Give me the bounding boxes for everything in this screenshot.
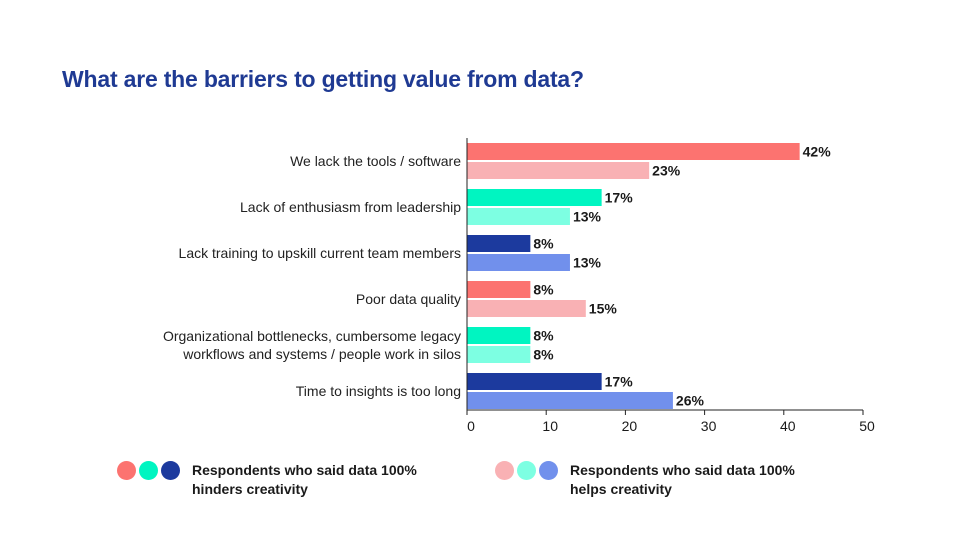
- legend-dot-navy: [161, 461, 180, 480]
- legend-dot-pink: [495, 461, 514, 480]
- category-label-5-line1: Organizational bottlenecks, cumbersome l…: [163, 328, 461, 344]
- value-label-s2-c5: 8%: [533, 347, 554, 363]
- category-label-6: Time to insights is too long: [296, 383, 461, 399]
- legend-dot-teal: [139, 461, 158, 480]
- legend-helps: Respondents who said data 100% helps cre…: [495, 461, 830, 499]
- bar-s1-c1: [467, 143, 800, 160]
- bar-s1-c4: [467, 281, 531, 298]
- value-label-s1-c6: 17%: [605, 374, 634, 390]
- legend-helps-line2: helps creativity: [570, 481, 672, 497]
- value-label-s2-c6: 26%: [676, 393, 705, 409]
- category-label-4: Poor data quality: [356, 291, 461, 307]
- legend-hinders-line2: hinders creativity: [192, 481, 308, 497]
- x-tick-label-0: 0: [467, 418, 475, 434]
- bar-s2-c5: [467, 346, 531, 363]
- category-label-1: We lack the tools / software: [290, 153, 461, 169]
- value-label-s1-c2: 17%: [605, 190, 634, 206]
- bar-s1-c3: [467, 235, 531, 252]
- value-label-s2-c1: 23%: [652, 163, 681, 179]
- value-label-s1-c1: 42%: [803, 144, 832, 160]
- value-label-s1-c4: 8%: [533, 282, 554, 298]
- x-tick-label-20: 20: [622, 418, 638, 434]
- legend-hinders: Respondents who said data 100% hinders c…: [117, 461, 452, 499]
- legend-hinders-text: Respondents who said data 100% hinders c…: [192, 461, 452, 499]
- bar-s1-c5: [467, 327, 531, 344]
- legend-dot-red: [117, 461, 136, 480]
- bar-s1-c6: [467, 373, 602, 390]
- x-tick-label-30: 30: [701, 418, 717, 434]
- bar-s2-c2: [467, 208, 570, 225]
- category-label-3: Lack training to upskill current team me…: [179, 245, 461, 261]
- legend-hinders-line1: Respondents who said data 100%: [192, 462, 417, 478]
- bar-s2-c3: [467, 254, 570, 271]
- x-tick-label-40: 40: [780, 418, 796, 434]
- x-tick-label-10: 10: [542, 418, 558, 434]
- category-label-2: Lack of enthusiasm from leadership: [240, 199, 461, 215]
- bar-s1-c2: [467, 189, 602, 206]
- legend-hinders-dots: [117, 461, 180, 480]
- value-label-s1-c5: 8%: [533, 328, 554, 344]
- bar-s2-c6: [467, 392, 673, 409]
- value-label-s2-c2: 13%: [573, 209, 602, 225]
- bar-s2-c4: [467, 300, 586, 317]
- value-label-s1-c3: 8%: [533, 236, 554, 252]
- x-tick-label-50: 50: [859, 418, 875, 434]
- category-label-5-line2: workflows and systems / people work in s…: [182, 346, 461, 362]
- legend-helps-line1: Respondents who said data 100%: [570, 462, 795, 478]
- value-label-s2-c4: 15%: [589, 301, 618, 317]
- legend-helps-text: Respondents who said data 100% helps cre…: [570, 461, 830, 499]
- value-label-s2-c3: 13%: [573, 255, 602, 271]
- bar-s2-c1: [467, 162, 650, 179]
- chart-title: What are the barriers to getting value f…: [62, 66, 584, 92]
- legend-helps-dots: [495, 461, 558, 480]
- legend-dot-mint: [517, 461, 536, 480]
- legend-dot-periwinkle: [539, 461, 558, 480]
